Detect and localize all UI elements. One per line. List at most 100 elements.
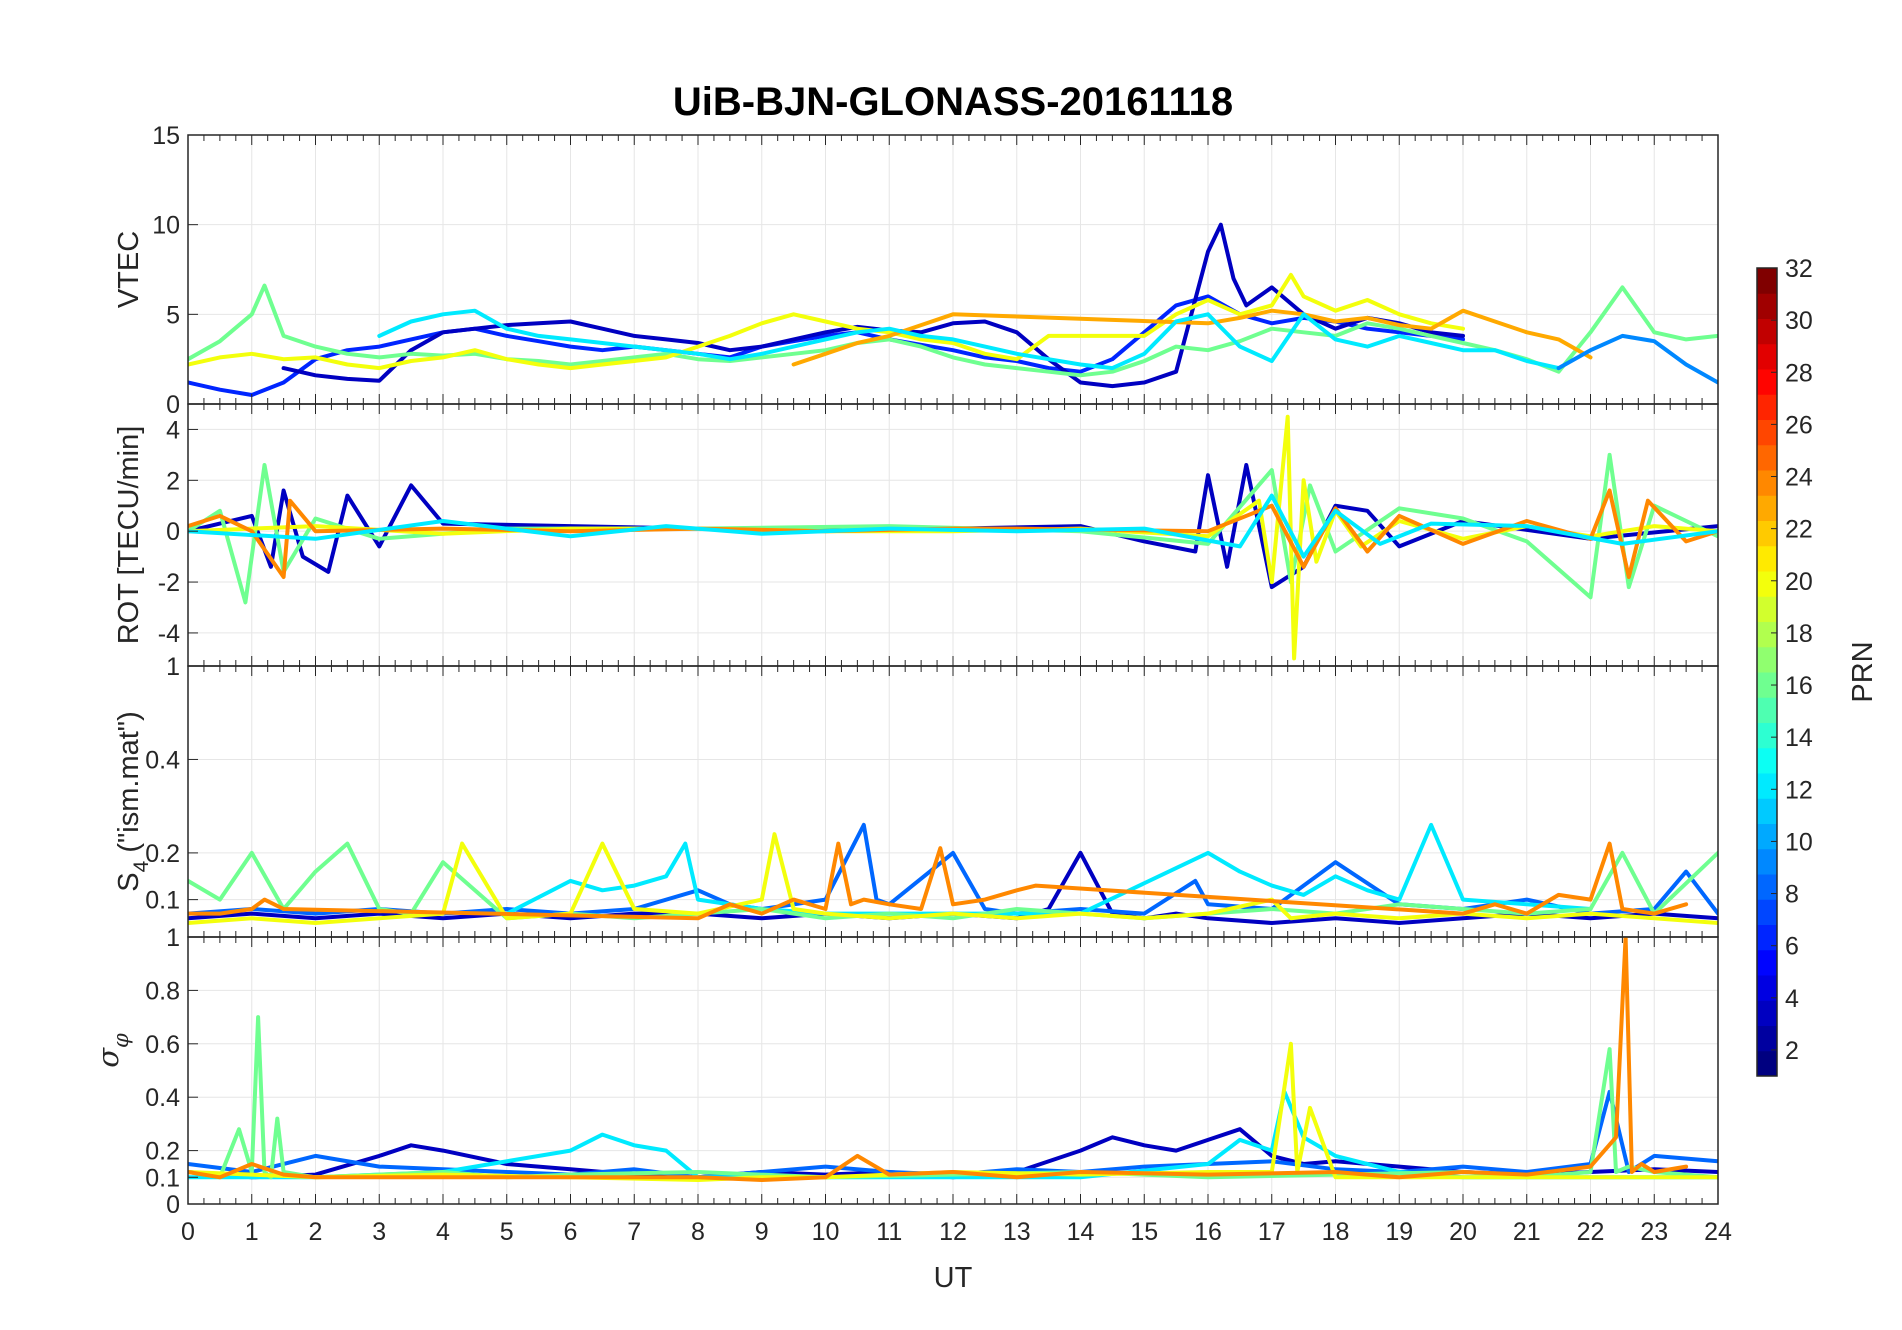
x-tick-label: 2 [309,1218,323,1246]
y-tick-label: 4 [166,416,180,444]
colorbar-tick-label: 18 [1785,620,1813,648]
y-tick-label: 0.2 [145,840,180,868]
y-tick-label: 15 [152,122,180,150]
x-tick-label: 3 [372,1218,386,1246]
y-tick-label: 0.8 [145,977,180,1005]
colorbar-tick-label: 30 [1785,307,1813,335]
colorbar-segment [1757,899,1777,925]
colorbar-segment [1757,949,1777,976]
colorbar-segment [1757,874,1777,900]
y-tick-label: 1 [166,924,180,952]
x-tick-label: 23 [1640,1218,1668,1246]
series-group-s4 [188,822,1718,925]
colorbar-tick-label: 10 [1785,828,1813,856]
colorbar-segment [1757,646,1777,673]
series-line-prn-16 [188,283,1718,378]
x-tick-label: 8 [691,1218,705,1246]
colorbar-tick-label: 4 [1785,985,1799,1013]
series-line-prn-12 [377,308,1561,371]
x-tick-label: 7 [627,1218,641,1246]
colorbar-segment [1757,394,1777,420]
y-tick-label: 1 [166,653,180,681]
colorbar-tick-label: 12 [1785,776,1813,804]
x-tick-label: 13 [1003,1218,1031,1246]
series-group-sigma [188,937,1718,1182]
tick-marks-sigma [187,937,1719,1204]
colorbar-segment [1757,848,1777,875]
colorbar-segment [1757,571,1777,597]
x-tick-label: 15 [1130,1218,1158,1246]
colorbar-segment [1757,293,1777,319]
x-tick-label: 14 [1067,1218,1095,1246]
colorbar-tick-label: 26 [1785,411,1813,439]
colorbar-segment [1757,747,1777,774]
grid-rot [187,404,1719,666]
colorbar-segment [1757,798,1777,824]
series-line-prn-16 [188,452,1718,605]
x-tick-label: 18 [1322,1218,1350,1246]
y-axis-label-rest: ("ism.mat") [113,711,145,860]
x-tick-label: 17 [1258,1218,1286,1246]
colorbar-segment [1757,369,1777,395]
colorbar-tick-label: 28 [1785,359,1813,387]
panel-vtec: 0 5 10 15 VTEC [113,122,1719,419]
colorbar-segment [1757,318,1777,345]
series-line-prn-9 [1556,333,1718,385]
colorbar-segment [1757,975,1777,1001]
colorbar-tick-label: 6 [1785,933,1799,961]
series-line-prn-16 [188,1015,1718,1180]
x-tick-label: 16 [1194,1218,1222,1246]
x-tick-label: 4 [436,1218,450,1246]
colorbar-label: PRN [1847,641,1879,702]
x-tick-label: 19 [1385,1218,1413,1246]
series-line-prn-24 [188,841,1689,921]
colorbar-segment [1757,495,1777,521]
colorbar-tick-label: 22 [1785,516,1813,544]
colorbar-segment [1757,773,1777,799]
x-tick-label: 11 [876,1218,902,1246]
colorbar-segment [1757,1000,1777,1026]
chart-title: UiB-BJN-GLONASS-20161118 [673,80,1233,124]
panel-rot: -4 -2 0 2 4 ROT [TECU/min] [113,403,1719,667]
colorbar-segment [1757,722,1777,749]
colorbar-segment [1757,596,1777,622]
y-axis-label-rot: ROT [TECU/min] [113,426,145,645]
series-line-prn-24 [188,488,1718,579]
colorbar-tick-label: 32 [1785,255,1813,283]
series-line-prn-12 [188,1089,1718,1180]
series-line-prn-12 [188,493,1718,559]
colorbar-tick-label: 2 [1785,1037,1799,1065]
x-tick-label: 21 [1513,1218,1541,1246]
y-axis-label-sub: φ [109,1033,133,1048]
series-line-prn-24 [188,937,1689,1182]
colorbar-tick-label: 20 [1785,568,1813,596]
y-tick-label: -4 [158,620,180,648]
series-line-prn-3 [188,1127,1718,1180]
colorbar-segment [1757,419,1777,446]
colorbar-tick-label: 14 [1785,724,1813,752]
colorbar-segment [1757,520,1777,547]
colorbar-segment [1757,672,1777,698]
y-tick-label: 0.1 [145,887,180,915]
y-axis-label-main: S [113,872,145,891]
colorbar-segment [1757,470,1777,496]
y-axis-label-s4: S4 ("ism.mat") [113,711,153,892]
series-group-vtec [188,222,1718,397]
y-axis-label-sigma: σφ [91,1033,133,1068]
colorbar-segment [1757,268,1777,294]
x-tick-label: 20 [1449,1218,1477,1246]
colorbar-segment [1757,545,1777,572]
colorbar-segment [1757,823,1777,850]
colorbar-segment [1757,343,1777,370]
y-axis-label-vtec: VTEC [113,231,145,308]
grid-vtec [187,134,1719,405]
series-line-prn-12 [504,822,1593,916]
x-tick-label: 5 [500,1218,514,1246]
colorbar-frame [1756,267,1778,1077]
colorbar-tick-label: 16 [1785,672,1813,700]
y-tick-label: 0.4 [145,746,180,774]
y-tick-label: -2 [158,569,180,597]
